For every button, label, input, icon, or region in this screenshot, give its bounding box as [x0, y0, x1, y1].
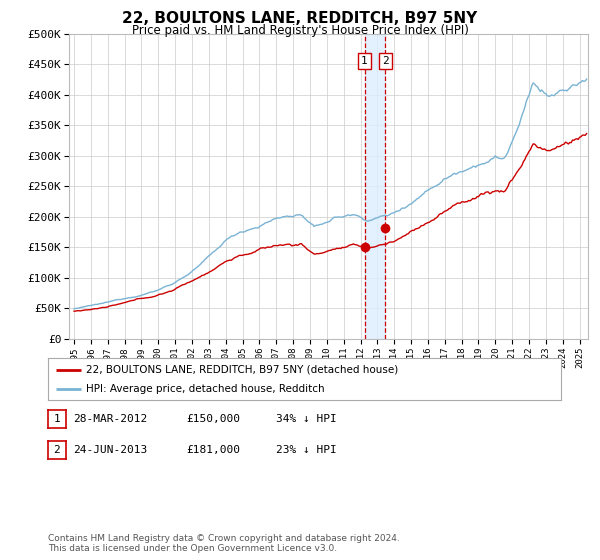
Text: 2: 2: [53, 445, 61, 455]
Text: 34% ↓ HPI: 34% ↓ HPI: [276, 414, 337, 424]
Text: Price paid vs. HM Land Registry's House Price Index (HPI): Price paid vs. HM Land Registry's House …: [131, 24, 469, 36]
Text: 24-JUN-2013: 24-JUN-2013: [73, 445, 148, 455]
Text: HPI: Average price, detached house, Redditch: HPI: Average price, detached house, Redd…: [86, 384, 325, 394]
Text: Contains HM Land Registry data © Crown copyright and database right 2024.
This d: Contains HM Land Registry data © Crown c…: [48, 534, 400, 553]
Text: 2: 2: [382, 56, 389, 66]
Text: £181,000: £181,000: [186, 445, 240, 455]
Text: 22, BOULTONS LANE, REDDITCH, B97 5NY (detached house): 22, BOULTONS LANE, REDDITCH, B97 5NY (de…: [86, 365, 399, 375]
Text: 28-MAR-2012: 28-MAR-2012: [73, 414, 148, 424]
Text: 1: 1: [53, 414, 61, 424]
Text: 22, BOULTONS LANE, REDDITCH, B97 5NY: 22, BOULTONS LANE, REDDITCH, B97 5NY: [122, 11, 478, 26]
Text: 1: 1: [361, 56, 368, 66]
Bar: [365, 34, 385, 339]
Text: £150,000: £150,000: [186, 414, 240, 424]
Text: 23% ↓ HPI: 23% ↓ HPI: [276, 445, 337, 455]
